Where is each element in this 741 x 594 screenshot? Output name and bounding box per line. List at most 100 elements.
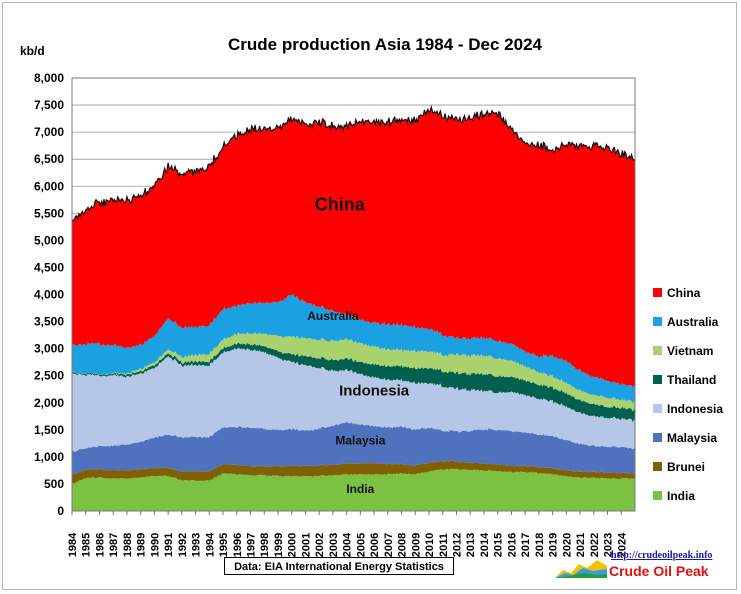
x-tick-label: 1995 xyxy=(218,533,230,557)
area-indonesia xyxy=(72,347,635,452)
x-tick-label: 1999 xyxy=(273,533,285,557)
x-tick-label: 1986 xyxy=(94,533,106,557)
y-tick-label: 6,500 xyxy=(34,152,64,166)
y-tick-label: 2,500 xyxy=(34,369,64,383)
x-tick-label: 2013 xyxy=(465,533,477,557)
legend-label: Brunei xyxy=(667,460,705,474)
legend: China Australia Vietnam Thailand Indonesia Ma… xyxy=(653,286,723,503)
legend-item-china: China xyxy=(653,286,701,300)
y-tick-label: 1,500 xyxy=(34,423,64,437)
area-label: Australia xyxy=(307,309,359,323)
legend-label: Malaysia xyxy=(667,431,717,445)
y-tick-label: 4,500 xyxy=(34,260,64,274)
brand-url-link[interactable]: http://crudeoilpeak.info xyxy=(611,550,713,561)
y-tick-label: 500 xyxy=(44,477,64,491)
x-tick-label: 1998 xyxy=(259,533,271,557)
legend-item-brunei: Brunei xyxy=(653,460,705,474)
legend-label: Australia xyxy=(667,315,719,329)
legend-item-india: India xyxy=(653,489,695,503)
legend-label: Thailand xyxy=(667,373,716,387)
x-tick-label: 2012 xyxy=(451,533,463,557)
legend-swatch xyxy=(653,491,662,500)
legend-swatch xyxy=(653,404,662,413)
x-tick-label: 2005 xyxy=(355,533,367,557)
x-tick-label: 2007 xyxy=(383,533,395,557)
plot-border xyxy=(71,77,636,512)
area-china xyxy=(72,107,635,388)
y-tick-label: 1,000 xyxy=(34,450,64,464)
axes: 0 500 1,000 1,500 2,000 2,500 3,000 3,500 4,000 4… xyxy=(34,71,636,557)
area-label: India xyxy=(346,482,374,496)
brand-name: Crude Oil Peak xyxy=(609,563,709,579)
legend-label: India xyxy=(667,489,695,503)
y-tick-label: 3,000 xyxy=(34,342,64,356)
x-tick-label: 2000 xyxy=(287,533,299,557)
y-tick-label: 5,000 xyxy=(34,233,64,247)
legend-item-malaysia: Malaysia xyxy=(653,431,717,445)
x-tick-label: 2010 xyxy=(424,533,436,557)
x-tick-label: 1991 xyxy=(163,533,175,557)
x-tick-label: 1987 xyxy=(108,533,120,557)
area-australia xyxy=(72,293,635,404)
x-tick-label: 2022 xyxy=(589,533,601,557)
legend-swatch xyxy=(653,346,662,355)
y-tick-label: 0 xyxy=(57,504,64,518)
x-tick-label: 2016 xyxy=(506,533,518,557)
area-label: China xyxy=(315,195,366,215)
brand-block[interactable]: http://crudeoilpeak.info Crude Oil Peak xyxy=(553,550,725,582)
x-tick-label: 1989 xyxy=(136,533,148,557)
legend-swatch xyxy=(653,288,662,297)
area-brunei xyxy=(72,460,635,485)
x-tick-label: 2015 xyxy=(493,533,505,557)
x-tick-label: 2021 xyxy=(575,533,587,557)
area-labels: China Australia Indonesia Malaysia India xyxy=(307,195,410,497)
y-tick-label: 2,000 xyxy=(34,396,64,410)
legend-label: China xyxy=(667,286,701,300)
x-tick-label: 1990 xyxy=(149,533,161,557)
y-axis-unit: kb/d xyxy=(20,44,45,58)
x-tick-label: 1985 xyxy=(81,533,93,557)
area-thailand xyxy=(72,342,635,423)
x-tick-label: 2003 xyxy=(328,533,340,557)
y-tick-label: 5,500 xyxy=(34,206,64,220)
x-tick-label: 2008 xyxy=(397,533,409,557)
x-tick-label: 2023 xyxy=(603,533,615,557)
x-tick-label: 2014 xyxy=(479,532,491,557)
x-tick-label: 2006 xyxy=(369,533,381,557)
legend-item-australia: Australia xyxy=(653,315,719,329)
x-tick-label: 2002 xyxy=(314,533,326,557)
x-tick-label: 1996 xyxy=(232,533,244,557)
area-malaysia xyxy=(72,421,635,475)
legend-swatch xyxy=(653,375,662,384)
x-tick-label: 2019 xyxy=(548,533,560,557)
y-tick-label: 3,500 xyxy=(34,315,64,329)
x-tick-label: 2009 xyxy=(410,533,422,557)
oil-peak-logo-icon xyxy=(555,560,607,578)
stacked-areas xyxy=(71,104,636,511)
y-tick-label: 4,000 xyxy=(34,288,64,302)
legend-item-indonesia: Indonesia xyxy=(653,402,723,416)
x-tick-label: 2001 xyxy=(300,533,312,557)
legend-item-thailand: Thailand xyxy=(653,373,716,387)
legend-item-vietnam: Vietnam xyxy=(653,344,713,358)
area-vietnam xyxy=(72,331,635,412)
area-india xyxy=(72,468,635,511)
chart-title: Crude production Asia 1984 - Dec 2024 xyxy=(228,35,543,54)
y-tick-label: 8,000 xyxy=(34,71,64,85)
x-tick-label: 1993 xyxy=(191,533,203,557)
x-tick-label: 2017 xyxy=(520,533,532,557)
x-tick-label: 2024 xyxy=(616,532,628,557)
y-tick-label: 7,500 xyxy=(34,98,64,112)
x-tick-label: 1997 xyxy=(246,533,258,557)
total-outline xyxy=(71,104,636,223)
source-note: Data: EIA International Energy Statistic… xyxy=(224,557,454,575)
x-tick-label: 1988 xyxy=(122,533,134,557)
y-tick-label: 7,000 xyxy=(34,125,64,139)
area-label: Malaysia xyxy=(335,433,385,447)
x-tick-label: 2011 xyxy=(438,533,450,557)
legend-swatch xyxy=(653,433,662,442)
x-tick-label: 1984 xyxy=(67,532,79,557)
legend-swatch xyxy=(653,462,662,471)
